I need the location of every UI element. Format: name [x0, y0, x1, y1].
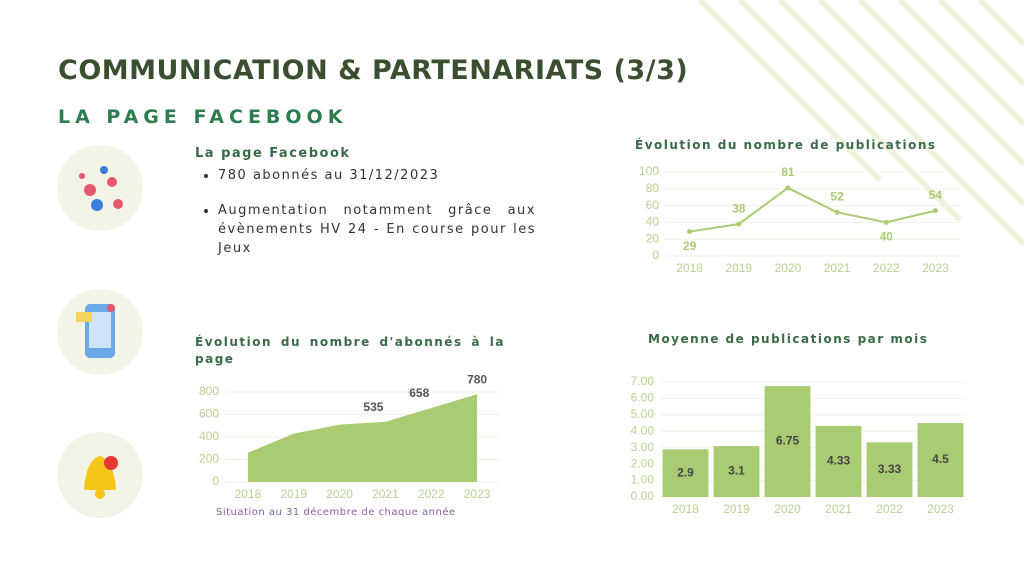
- page-title: COMMUNICATION & PARTENARIATS (3/3): [58, 55, 689, 86]
- chart-title: Évolution du nombre de publications: [635, 138, 937, 152]
- data-label: 52: [830, 189, 844, 203]
- bar: [713, 446, 760, 497]
- page-subtitle: LA PAGE FACEBOOK: [58, 106, 348, 128]
- x-tick-label: 2021: [824, 261, 851, 275]
- bar: [662, 449, 709, 497]
- x-tick-label: 2020: [326, 487, 353, 501]
- x-tick-label: 2020: [775, 261, 802, 275]
- point: [883, 219, 889, 225]
- area: [247, 394, 478, 482]
- x-tick-label: 2022: [873, 261, 900, 275]
- line: [689, 186, 936, 233]
- data-label: 4.5: [932, 452, 949, 466]
- y-tick-label: 40: [646, 215, 660, 229]
- y-tick-label: 200: [199, 452, 219, 466]
- data-label: 535: [363, 400, 383, 414]
- chart-title: Évolution du nombre d'abonnés à la page: [195, 335, 505, 366]
- y-tick-label: 0: [212, 474, 219, 488]
- point: [736, 221, 742, 227]
- bar: [815, 425, 862, 497]
- data-label: 3.33: [878, 462, 902, 476]
- data-label: 2.9: [677, 465, 694, 479]
- x-tick-label: 2021: [372, 487, 399, 501]
- x-tick-label: 2021: [825, 502, 852, 516]
- x-tick-label: 2018: [672, 502, 699, 516]
- data-label: 54: [929, 188, 943, 202]
- data-label: 38: [732, 201, 746, 215]
- icon-phone: [57, 289, 143, 375]
- y-tick-label: 7.00: [631, 374, 655, 388]
- x-tick-label: 2019: [725, 261, 752, 275]
- data-label: 81: [781, 165, 795, 179]
- decor-stripes: [697, 0, 1024, 247]
- text-heading: La page Facebook: [195, 146, 351, 161]
- y-tick-label: 20: [646, 231, 660, 245]
- icon-social: [57, 145, 143, 231]
- data-label: 40: [880, 230, 894, 244]
- x-tick-label: 2019: [723, 502, 750, 516]
- x-tick-label: 2023: [922, 261, 949, 275]
- y-tick-label: 800: [199, 384, 219, 398]
- chart-note: Situation au 31 décembre de chaque année: [216, 507, 456, 518]
- data-label: 4.33: [827, 454, 851, 468]
- data-label: 780: [467, 372, 487, 386]
- x-tick-label: 2020: [774, 502, 801, 516]
- y-tick-label: 4.00: [631, 423, 655, 437]
- y-tick-label: 1.00: [631, 473, 655, 487]
- y-tick-label: 3.00: [631, 440, 655, 454]
- bullet-list: 780 abonnés au 31/12/2023 Augmentation n…: [200, 166, 536, 274]
- bullet: Augmentation notamment grâce aux évèneme…: [218, 201, 536, 258]
- y-tick-label: 0.00: [631, 489, 655, 503]
- bar: [866, 442, 913, 497]
- y-tick-label: 400: [199, 429, 219, 443]
- point: [687, 229, 693, 235]
- y-tick-label: 6.00: [631, 391, 655, 405]
- x-tick-label: 2019: [280, 487, 307, 501]
- x-tick-label: 2022: [418, 487, 445, 501]
- x-tick-label: 2023: [464, 487, 491, 501]
- point: [785, 185, 791, 191]
- y-tick-label: 60: [646, 198, 660, 212]
- y-tick-label: 80: [646, 181, 660, 195]
- data-label: 658: [409, 386, 429, 400]
- bullet: 780 abonnés au 31/12/2023: [218, 166, 536, 185]
- bar: [764, 386, 811, 497]
- y-tick-label: 5.00: [631, 407, 655, 421]
- icon-bell: [57, 432, 143, 518]
- y-tick-label: 2.00: [631, 456, 655, 470]
- x-tick-label: 2018: [235, 487, 262, 501]
- x-tick-label: 2018: [676, 261, 703, 275]
- y-tick-label: 600: [199, 407, 219, 421]
- bar: [917, 423, 964, 497]
- x-tick-label: 2023: [927, 502, 954, 516]
- x-tick-label: 2022: [876, 502, 903, 516]
- point: [834, 209, 840, 215]
- chart-title: Moyenne de publications par mois: [648, 332, 929, 346]
- data-label: 29: [683, 239, 697, 253]
- y-tick-label: 0: [652, 248, 659, 262]
- data-label: 3.1: [728, 464, 745, 478]
- point: [932, 208, 938, 214]
- data-label: 6.75: [776, 434, 800, 448]
- y-tick-label: 100: [639, 164, 659, 178]
